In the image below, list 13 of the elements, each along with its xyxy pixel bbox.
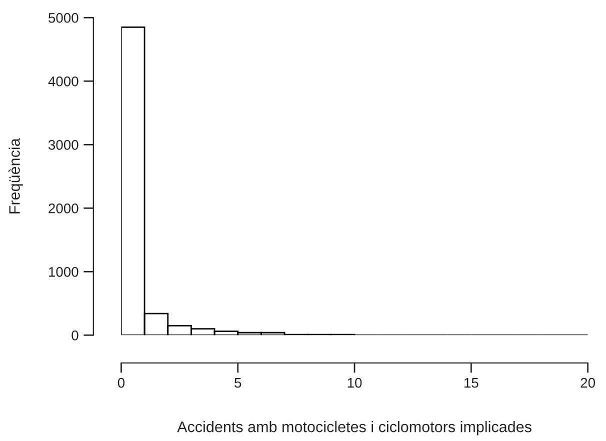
y-tick-label: 1000 [49,266,78,277]
y-tick-label: 4000 [48,76,78,86]
y-tick-label: 3000 [48,140,78,150]
y-axis-title: Freqüència [8,138,23,214]
y-tick-label: 2000 [48,203,78,214]
x-tick-label: 5 [234,378,242,388]
x-tick-label: 20 [580,378,595,388]
x-tick-label: 0 [118,378,125,388]
y-tick-label: 5000 [48,12,78,23]
y-tick-label: 0 [72,330,78,340]
x-tick-label: 10 [348,378,362,388]
x-tick-label: 15 [464,378,478,388]
x-axis-title: Accidents amb motocicletes i ciclomotors implicades [177,421,532,436]
